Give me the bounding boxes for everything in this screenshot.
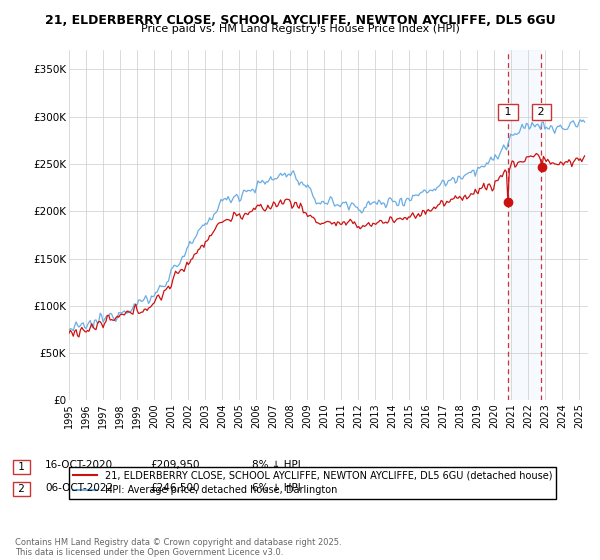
Text: 2: 2 <box>535 107 548 117</box>
Text: 1: 1 <box>15 462 28 472</box>
Text: Price paid vs. HM Land Registry's House Price Index (HPI): Price paid vs. HM Land Registry's House … <box>140 24 460 34</box>
Text: 8% ↓ HPI: 8% ↓ HPI <box>252 460 301 470</box>
Text: 1: 1 <box>501 107 515 117</box>
Text: 6% ↓ HPI: 6% ↓ HPI <box>252 483 301 493</box>
Text: £246,500: £246,500 <box>150 483 199 493</box>
Text: 2: 2 <box>15 484 28 494</box>
Text: 16-OCT-2020: 16-OCT-2020 <box>45 460 113 470</box>
Legend: 21, ELDERBERRY CLOSE, SCHOOL AYCLIFFE, NEWTON AYCLIFFE, DL5 6GU (detached house): 21, ELDERBERRY CLOSE, SCHOOL AYCLIFFE, N… <box>68 466 556 499</box>
Text: Contains HM Land Registry data © Crown copyright and database right 2025.
This d: Contains HM Land Registry data © Crown c… <box>15 538 341 557</box>
Bar <box>508 50 541 400</box>
Text: 06-OCT-2022: 06-OCT-2022 <box>45 483 113 493</box>
Text: £209,950: £209,950 <box>150 460 199 470</box>
Text: 21, ELDERBERRY CLOSE, SCHOOL AYCLIFFE, NEWTON AYCLIFFE, DL5 6GU: 21, ELDERBERRY CLOSE, SCHOOL AYCLIFFE, N… <box>44 14 556 27</box>
